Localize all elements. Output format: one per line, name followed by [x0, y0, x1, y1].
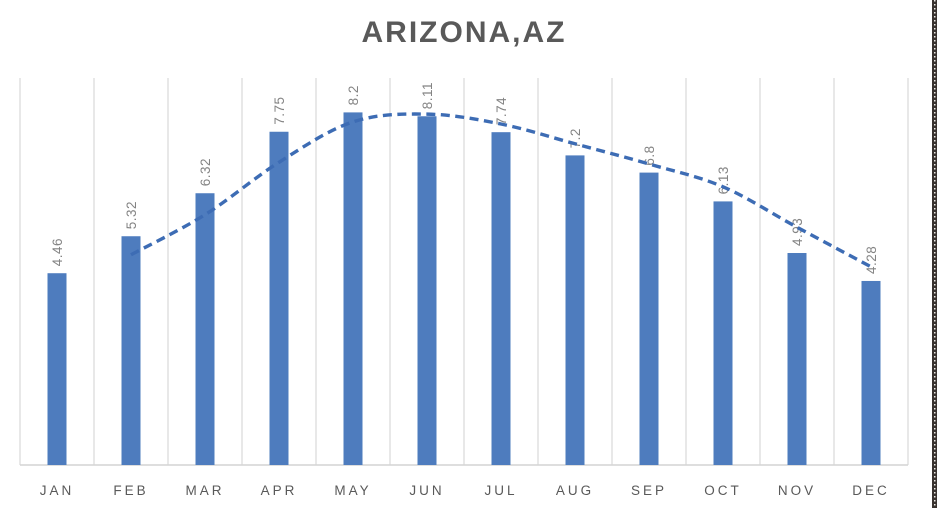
bar-dec: [861, 280, 881, 465]
bar-apr: [269, 131, 289, 465]
bar-may: [343, 112, 363, 466]
moving-average-trendline: [130, 112, 872, 269]
category-label-dec: DEC: [852, 483, 890, 498]
category-label-may: MAY: [334, 483, 371, 498]
category-label-apr: APR: [261, 483, 298, 498]
page-break-border: [932, 0, 937, 508]
bar-value-label: 5.32: [124, 201, 139, 229]
bar-jul: [491, 132, 511, 465]
category-label-sep: SEP: [631, 483, 667, 498]
category-label-jun: JUN: [409, 483, 444, 498]
bar-nov: [787, 253, 807, 465]
bar-value-label: 6.8: [642, 145, 657, 165]
bar-feb: [121, 236, 141, 465]
bar-mar: [195, 193, 215, 466]
bar-sep: [639, 172, 659, 465]
bar-value-label: 7.74: [494, 97, 509, 125]
bar-value-label: 8.11: [420, 82, 435, 109]
bar-value-label: 4.93: [790, 218, 805, 246]
bar-jan: [47, 273, 67, 465]
bar-value-label: 8.2: [346, 85, 361, 105]
category-label-jan: JAN: [40, 483, 75, 498]
category-label-aug: AUG: [556, 483, 594, 498]
bar-value-label: 7.75: [272, 96, 287, 124]
category-label-nov: NOV: [778, 483, 816, 498]
category-label-feb: FEB: [113, 483, 148, 498]
category-label-jul: JUL: [484, 483, 517, 498]
bar-aug: [565, 155, 585, 465]
bar-jun: [417, 116, 437, 466]
bar-value-label: 4.28: [864, 246, 879, 274]
bar-value-label: 6.32: [198, 158, 213, 186]
category-label-oct: OCT: [704, 483, 742, 498]
category-label-mar: MAR: [186, 483, 225, 498]
bar-oct: [713, 201, 733, 465]
chart-title: ARIZONA,AZ: [361, 16, 567, 49]
bar-value-label: 4.46: [50, 238, 65, 266]
